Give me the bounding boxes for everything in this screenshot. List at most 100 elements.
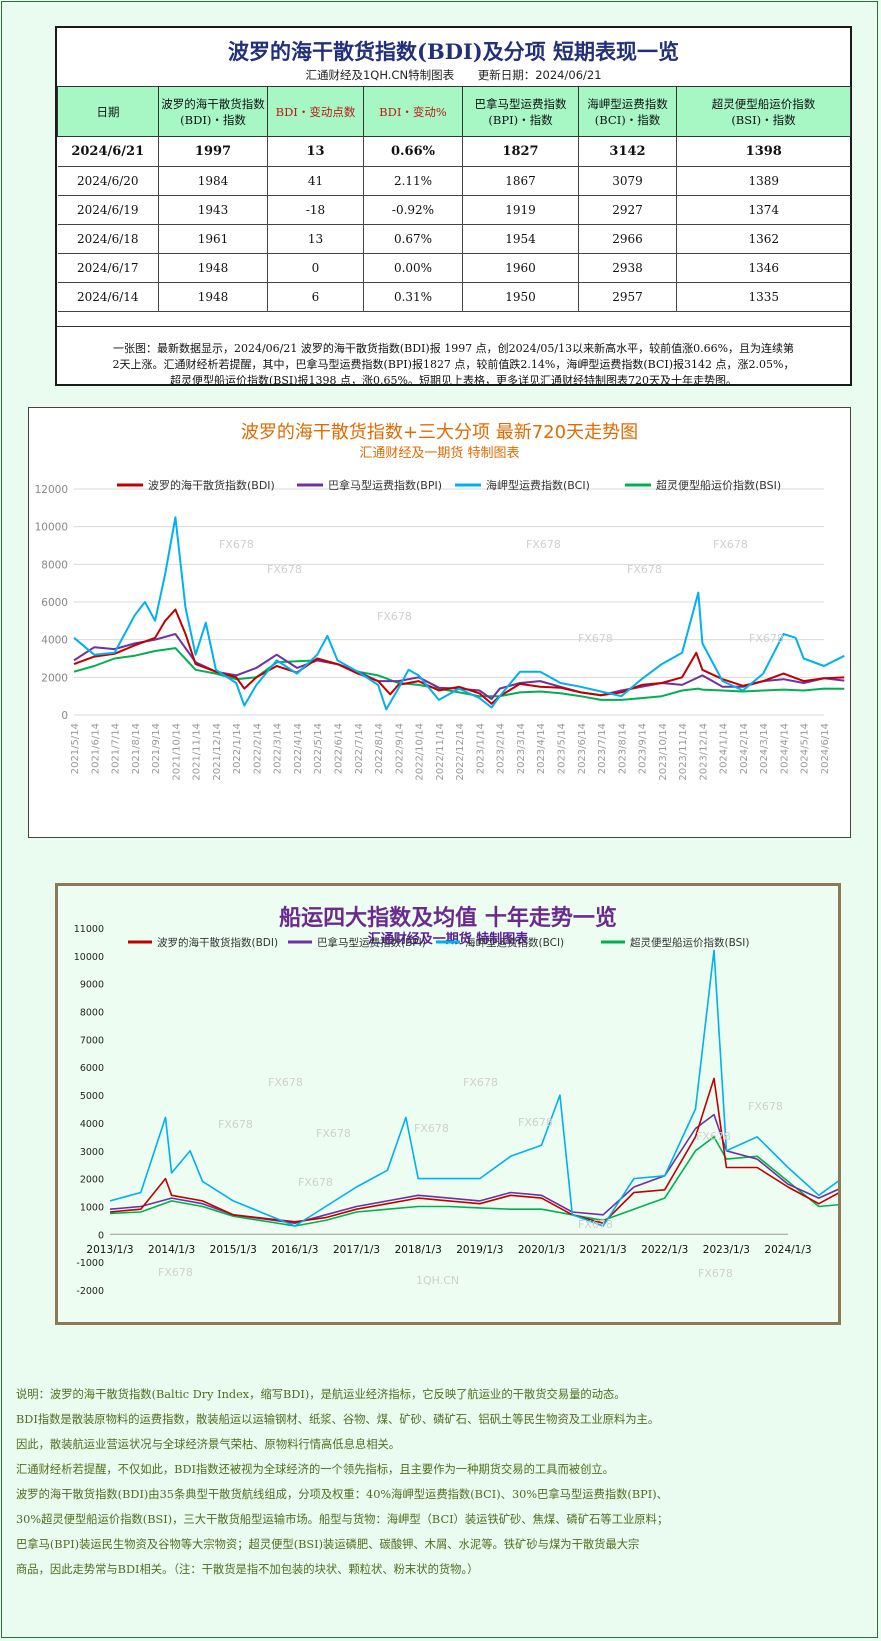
summary-note-line: 2天上涨。汇通财经析若提醒，其中，巴拿马型运费指数(BPI)报1827 点，较前… <box>112 358 795 371</box>
table-header-text: BDI・变动% <box>379 104 447 119</box>
x-tick-label: 2021/7/14 <box>111 723 122 774</box>
table-cell: -18 <box>267 195 364 225</box>
table-cell: 1335 <box>676 282 851 312</box>
table-cell: 2927 <box>578 195 677 225</box>
x-tick-label: 2024/1/14 <box>719 723 730 774</box>
table-cell: 2024/6/14 <box>57 282 159 312</box>
x-tick-label: 2024/4/14 <box>779 723 790 774</box>
chart1-subtitle: 汇通财经及一期货 特制图表 <box>359 446 520 461</box>
x-tick-label: 2022/9/14 <box>394 723 405 774</box>
x-tick-label: 2021/10/14 <box>171 723 182 781</box>
table-cell: 2957 <box>578 282 677 312</box>
explanation-line: 说明：波罗的海干散货指数(Baltic Dry Index，缩写BDI)，是航运… <box>16 1388 626 1401</box>
table-cell: 1984 <box>158 166 268 196</box>
y-tick-label: 5000 <box>80 1091 104 1102</box>
y-tick-label: 10000 <box>74 952 104 963</box>
table-cell: 13 <box>267 224 364 254</box>
table-cell: 1867 <box>462 166 579 196</box>
table-cell: 1389 <box>676 166 851 196</box>
table-header-cell: BDI・变动点数 <box>267 86 364 137</box>
table-cell: 1961 <box>158 224 268 254</box>
table-header-text: (BCI)・指数 <box>594 112 661 127</box>
legend-label: 巴拿马型运费指数(BPI) <box>328 478 442 492</box>
watermark-text: 1QH.CN <box>416 1274 459 1287</box>
series-line-bdi <box>109 1077 838 1225</box>
table-header-cell: 超灵便型船运价指数 (BSI)・指数 <box>676 86 851 137</box>
table-cell: 3142 <box>578 136 677 167</box>
table-cell: 2024/6/20 <box>57 166 159 196</box>
y-tick-label: 8000 <box>80 1008 104 1019</box>
table-row: 2024/6/14 1948 6 0.31% 1950 2957 1335 <box>57 282 851 312</box>
x-tick-label: 2022/1/14 <box>232 723 243 774</box>
table-header-row: 日期 波罗的海干散货指数 (BDI)・指数 BDI・变动点数 BDI・变动% 巴拿马型运费… <box>57 86 851 137</box>
series-line-bdi <box>73 608 845 705</box>
x-tick-label: 2023/10/14 <box>658 723 669 781</box>
y-tick-label: 6000 <box>80 1063 104 1074</box>
explanation-line: 汇通财经析若提醒，不仅如此，BDI指数还被视为全球经济的一个领先指标，且主要作为… <box>16 1463 614 1476</box>
y-tick-label: 2000 <box>41 672 68 684</box>
y-tick-label: 9000 <box>80 980 104 991</box>
y-tick-label: -2000 <box>76 1286 104 1297</box>
y-tick-label: -1000 <box>76 1258 104 1269</box>
table-header-text: 超灵便型船运价指数 <box>711 96 816 111</box>
x-tick-label: 2023/1/3 <box>703 1244 750 1256</box>
y-tick-label: 2000 <box>80 1175 104 1186</box>
summary-note-line: 超灵便型船运价指数(BSI)报1398 点，涨0.65%。短期见上表格，更多详见… <box>170 374 737 387</box>
table-title: 波罗的海干散货指数(BDI)及分项 短期表现一览 <box>228 39 679 64</box>
table-cell: 2024/6/21 <box>57 136 159 167</box>
table-header-text: 波罗的海干散货指数 <box>161 96 265 111</box>
table-header-cell: BDI・变动% <box>363 86 463 137</box>
x-tick-label: 2022/1/3 <box>641 1244 688 1256</box>
table-cell: 2938 <box>578 253 677 283</box>
x-tick-label: 2024/5/14 <box>800 723 811 774</box>
watermark-text: FX678 <box>578 1218 613 1231</box>
watermark-text: FX678 <box>578 632 613 645</box>
table-cell: -0.92% <box>363 195 463 225</box>
table-cell: 41 <box>267 166 364 196</box>
y-tick-label: 6000 <box>41 597 68 609</box>
x-tick-label: 2022/6/14 <box>334 723 345 774</box>
x-tick-label: 2024/6/14 <box>820 723 831 774</box>
y-tick-label: 4000 <box>41 635 68 647</box>
table-cell: 1919 <box>462 195 579 225</box>
x-tick-label: 2022/2/14 <box>252 723 263 774</box>
x-tick-label: 2023/12/14 <box>698 723 709 781</box>
legend-label: 海岬型运费指数(BCI) <box>465 936 564 949</box>
watermark-text: FX678 <box>713 538 748 551</box>
explanation-line: 巴拿马(BPI)装运民生物资及谷物等大宗物资；超灵便型(BSI)装运磷肥、碳酸钾… <box>16 1538 640 1551</box>
y-tick-label: 8000 <box>41 559 68 571</box>
y-tick-label: 7000 <box>80 1035 104 1046</box>
table-header-cell: 日期 <box>57 86 159 137</box>
x-tick-label: 2013/1/3 <box>86 1244 133 1256</box>
explanation-line: BDI指数是散装原物料的运费指数，散装船运以运输钢材、纸浆、谷物、煤、矿砂、磷矿… <box>16 1413 660 1426</box>
explanation-line: 商品，因此走势常与BDI相关。（注：干散货是指不加包装的块状、颗粒状、粉末状的货… <box>16 1563 479 1576</box>
x-tick-label: 2023/6/14 <box>577 723 588 774</box>
table-header-text: (BSI)・指数 <box>731 112 796 127</box>
explanation-text: 说明：波罗的海干散货指数(Baltic Dry Index，缩写BDI)，是航运… <box>16 1382 866 1582</box>
table-update-date: 更新日期：2024/06/21 <box>477 68 602 82</box>
table-row: 2024/6/19 1943 -18 -0.92% 1919 2927 1374 <box>57 195 851 225</box>
y-tick-label: 0 <box>61 710 68 722</box>
watermark-text: FX678 <box>298 1176 333 1189</box>
x-tick-label: 2024/2/14 <box>739 723 750 774</box>
watermark-text: FX678 <box>377 610 412 623</box>
table-row: 2024/6/20 1984 41 2.11% 1867 3079 1389 <box>57 166 851 196</box>
table-header-cell: 波罗的海干散货指数 (BDI)・指数 <box>158 86 268 137</box>
watermark-text: FX678 <box>518 1116 553 1129</box>
x-tick-label: 2024/3/14 <box>759 723 770 774</box>
x-tick-label: 2023/4/14 <box>536 723 547 774</box>
table-cell: 1827 <box>462 136 579 167</box>
x-tick-label: 2022/12/14 <box>455 723 466 781</box>
watermark-text: FX678 <box>219 538 254 551</box>
legend-label: 巴拿马型运费指数(BPI) <box>317 936 426 949</box>
table-cell: 1948 <box>158 282 268 312</box>
table-cell: 0.67% <box>363 224 463 254</box>
x-tick-label: 2023/11/14 <box>678 723 689 781</box>
table-cell: 2024/6/17 <box>57 253 159 283</box>
watermark-text: FX678 <box>218 1118 253 1131</box>
chart2-subtitle: 汇通财经及一期货 特制图表 <box>367 932 529 947</box>
summary-note-line: 一张图：最新数据显示，2024/06/21 波罗的海干散货指数(BDI)报 19… <box>112 342 795 355</box>
legend-label: 海岬型运费指数(BCI) <box>486 478 590 492</box>
table-cell: 13 <box>267 136 364 167</box>
table-cell: 1950 <box>462 282 579 312</box>
